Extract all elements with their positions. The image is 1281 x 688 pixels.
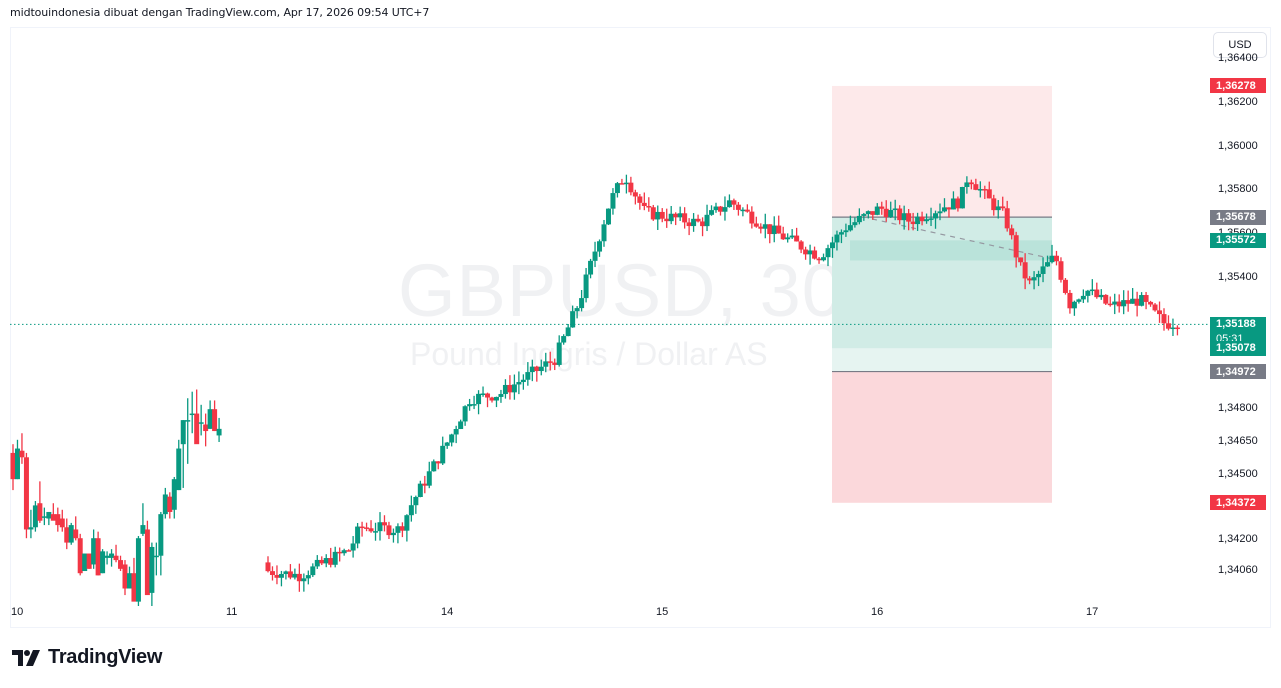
symbol-description-watermark: Pound Inggris / Dollar AS — [410, 336, 768, 372]
time-tick: 14 — [441, 606, 454, 618]
price-tick: 1,34200 — [1218, 533, 1258, 546]
position-avg-price-tag[interactable]: 1,35572 — [1210, 232, 1266, 248]
entry-price-tag[interactable]: 1,35678 — [1210, 209, 1266, 225]
target-price-tag[interactable]: 1,34972 — [1210, 364, 1266, 380]
tradingview-logo[interactable]: TradingView — [12, 646, 162, 669]
price-tick: 1,34060 — [1218, 564, 1258, 577]
loss-zone — [832, 371, 1052, 503]
price-tick: 1,35400 — [1218, 270, 1258, 283]
tradingview-logo-text: TradingView — [48, 646, 163, 668]
price-tick: 1,36400 — [1218, 52, 1258, 65]
price-tick: 1,36000 — [1218, 139, 1258, 152]
time-tick: 17 — [1086, 606, 1099, 618]
chart-attribution-header: midtouindonesia dibuat dengan TradingVie… — [10, 6, 430, 19]
lower-bound-price-tag[interactable]: 1,34372 — [1210, 495, 1266, 511]
chart-frame — [10, 27, 1271, 628]
tradingview-logo-icon — [12, 649, 40, 666]
target-line-price-tag[interactable]: 1,35078 — [1210, 340, 1266, 356]
profit-zone — [832, 217, 1052, 349]
price-tick: 1,36200 — [1218, 96, 1258, 108]
target-zone — [832, 348, 1052, 372]
price-tick: 1,34500 — [1218, 467, 1258, 480]
stop-loss-price-tag[interactable]: 1,36278 — [1210, 78, 1266, 94]
currency-button[interactable]: USD — [1213, 32, 1267, 58]
time-tick: 16 — [871, 606, 884, 618]
price-tick: 1,34650 — [1218, 434, 1258, 447]
time-tick: 15 — [656, 606, 669, 618]
last-price-price-tag[interactable]: 1,35188 — [1210, 316, 1266, 332]
symbol-watermark: GBPUSD, 30 — [398, 249, 844, 332]
avg-zone — [850, 240, 1052, 261]
time-tick: 10 — [11, 606, 24, 618]
price-tick: 1,34800 — [1218, 402, 1258, 415]
stop-zone — [832, 85, 1052, 218]
time-tick: 11 — [226, 606, 238, 618]
price-tick: 1,35800 — [1218, 183, 1258, 196]
